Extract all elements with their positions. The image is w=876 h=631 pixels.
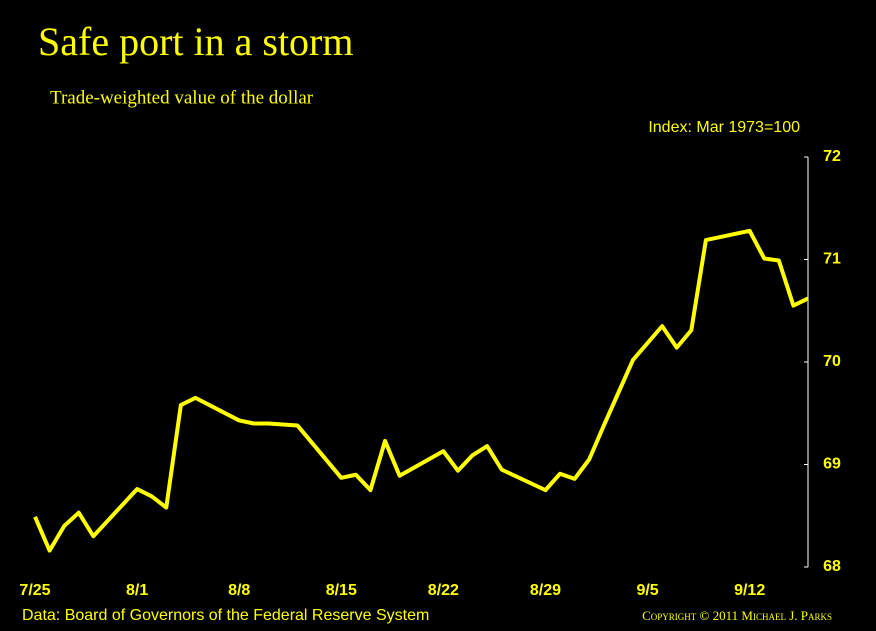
copyright: Copyright © 2011 Michael J. Parks xyxy=(642,608,832,623)
data-line xyxy=(33,228,809,553)
x-tick-label: 8/15 xyxy=(326,582,357,599)
x-tick-label: 9/12 xyxy=(734,582,765,599)
x-tick-label: 8/29 xyxy=(530,582,561,599)
chart-subtitle: Trade-weighted value of the dollar xyxy=(50,87,314,108)
x-tick-label: 8/1 xyxy=(126,582,148,599)
y-tick-label: 69 xyxy=(823,456,841,473)
x-tick-label: 7/25 xyxy=(19,582,50,599)
y-axis-label: Index: Mar 1973=100 xyxy=(648,119,800,136)
x-tick-label: 8/22 xyxy=(428,582,459,599)
chart-title: Safe port in a storm xyxy=(38,19,354,64)
x-tick-label: 8/8 xyxy=(228,582,250,599)
y-tick-label: 72 xyxy=(823,148,841,165)
source-note: Data: Board of Governors of the Federal … xyxy=(22,607,429,624)
x-tick-label: 9/5 xyxy=(636,582,658,599)
y-tick-label: 70 xyxy=(823,353,841,370)
y-tick-label: 71 xyxy=(823,251,841,268)
y-tick-label: 68 xyxy=(823,558,841,575)
